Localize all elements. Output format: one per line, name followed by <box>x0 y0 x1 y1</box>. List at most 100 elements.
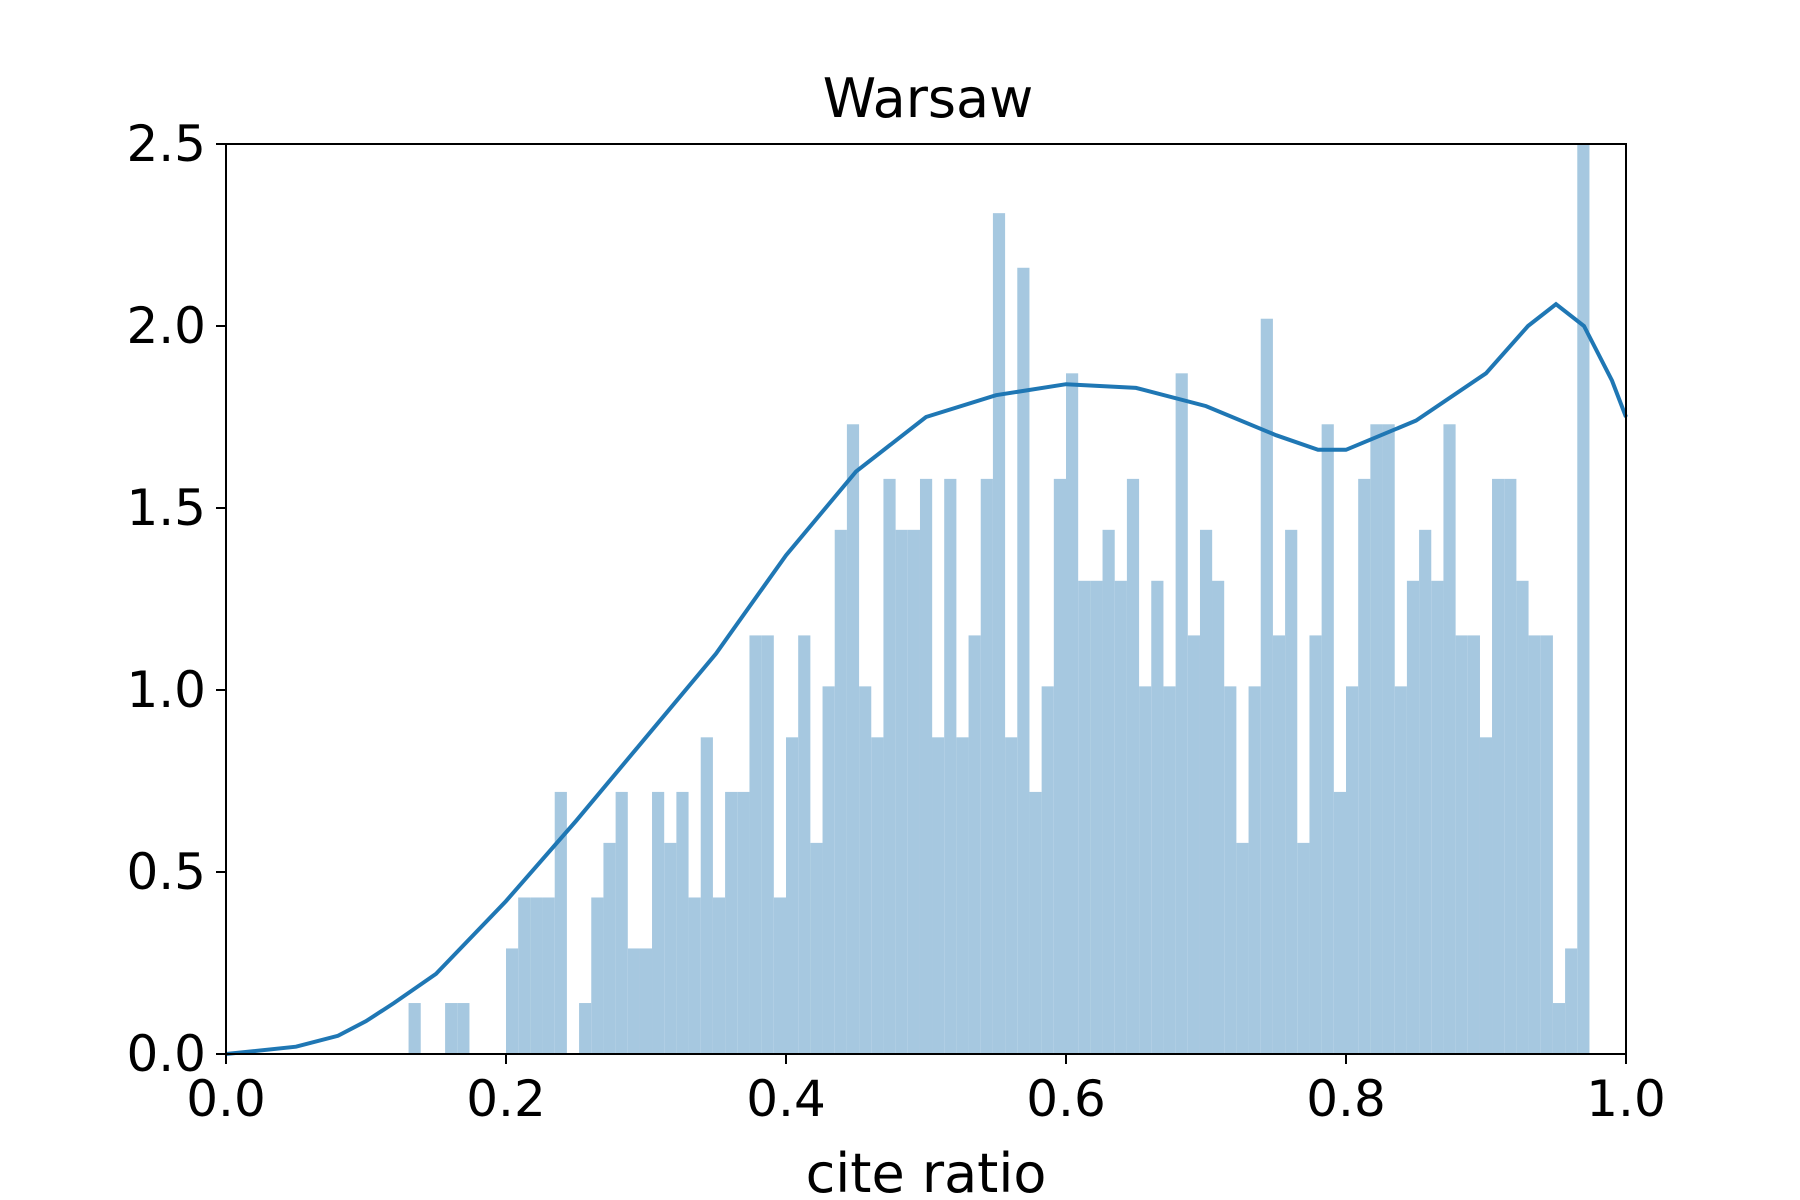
histogram-bar <box>1419 529 1432 1054</box>
histogram-bar <box>1516 580 1529 1054</box>
histogram-bar <box>1285 529 1298 1054</box>
histogram-bar <box>1394 686 1407 1054</box>
histogram-bar <box>883 478 896 1054</box>
histogram-bar <box>1528 635 1541 1054</box>
y-tick-label: 2.0 <box>126 297 206 355</box>
histogram-bar <box>992 213 1006 1054</box>
histogram-bar <box>1504 478 1517 1054</box>
histogram-bar <box>1212 580 1225 1054</box>
histogram-bar <box>859 686 872 1054</box>
histogram-bar <box>761 635 774 1054</box>
histogram-bar <box>1455 635 1468 1054</box>
x-tick-label: 0.0 <box>186 1070 266 1128</box>
histogram-bar <box>1151 580 1164 1054</box>
histogram-bar <box>1187 635 1200 1054</box>
histogram-bar <box>1139 686 1152 1054</box>
histogram-bar <box>652 791 665 1054</box>
histogram-bar <box>664 842 677 1054</box>
histogram-bar <box>1565 948 1578 1054</box>
x-axis-label: cite ratio <box>806 1142 1047 1200</box>
histogram-bar <box>1467 635 1480 1054</box>
histogram-bar <box>1260 318 1273 1055</box>
histogram-bar <box>1224 686 1237 1054</box>
histogram-bar <box>1078 580 1091 1054</box>
y-tick-label: 0.0 <box>126 1025 206 1083</box>
histogram-bar <box>1126 478 1140 1054</box>
x-tick-label: 1.0 <box>1586 1070 1666 1128</box>
histogram-bar <box>1333 791 1346 1054</box>
histogram-bar <box>1090 580 1103 1054</box>
histogram-bar <box>1370 424 1383 1054</box>
y-tick-label: 1.5 <box>126 479 206 537</box>
histogram-bar <box>1479 737 1493 1054</box>
histogram-bar <box>1041 686 1054 1054</box>
x-tick-label: 0.8 <box>1306 1070 1386 1128</box>
histogram-bar <box>579 1003 592 1054</box>
histogram-bar <box>773 897 786 1054</box>
histogram-bar <box>725 791 738 1054</box>
histogram-bar <box>1382 424 1395 1054</box>
histogram-bars <box>408 144 1590 1055</box>
histogram-bar <box>1577 144 1590 1054</box>
histogram-bar <box>834 529 847 1054</box>
histogram-bar <box>408 1003 421 1054</box>
histogram-bar <box>1114 580 1127 1054</box>
histogram-bar <box>700 737 713 1054</box>
histogram-bar <box>895 529 908 1054</box>
histogram-bar <box>676 791 689 1054</box>
y-tick-label: 0.5 <box>126 843 206 901</box>
histogram-bar <box>919 478 933 1054</box>
histogram-bar <box>956 737 969 1054</box>
histogram-bar <box>822 686 835 1054</box>
kde-curve <box>225 301 1628 1056</box>
histogram-bar <box>1321 424 1334 1054</box>
histogram-bar <box>1236 842 1249 1054</box>
y-axis-ticks: 0.0 0.5 1.0 1.5 2.0 2.5 <box>126 115 226 1083</box>
histogram-bar <box>627 948 640 1054</box>
x-tick-label: 0.2 <box>466 1070 546 1128</box>
histogram-bar <box>786 737 799 1054</box>
histogram-bar <box>518 897 531 1054</box>
histogram-bar <box>932 737 945 1054</box>
histogram-bar <box>530 897 543 1054</box>
x-tick-label: 0.6 <box>1026 1070 1106 1128</box>
histogram-bar <box>542 897 555 1054</box>
histogram-bar <box>1029 791 1042 1054</box>
histogram-bar <box>1005 737 1018 1054</box>
histogram-bar <box>1431 580 1444 1054</box>
histogram-bar <box>968 635 981 1054</box>
histogram-bar <box>1163 686 1176 1054</box>
histogram-bar <box>457 1003 470 1054</box>
x-axis-ticks: 0.0 0.2 0.4 0.6 0.8 1.0 <box>186 1054 1666 1128</box>
y-tick-label: 1.0 <box>126 661 206 719</box>
histogram-bar <box>1552 1003 1566 1054</box>
histogram-bar <box>907 529 920 1054</box>
histogram-bar <box>1358 478 1371 1054</box>
histogram-bar <box>737 791 750 1054</box>
histogram-bar <box>688 897 701 1054</box>
histogram-bar <box>603 842 616 1054</box>
histogram-bar <box>749 635 762 1054</box>
histogram-bar <box>1309 635 1322 1054</box>
histogram-bar <box>554 791 567 1054</box>
histogram-bar <box>712 897 726 1054</box>
histogram-bar <box>615 791 628 1054</box>
histogram-bar <box>1297 842 1310 1054</box>
histogram-bar <box>506 948 519 1054</box>
histogram-bar <box>1199 529 1213 1054</box>
histogram-bar <box>445 1003 458 1054</box>
chart-title: Warsaw <box>823 67 1034 130</box>
histogram-bar <box>944 478 957 1054</box>
histogram-bar <box>639 948 653 1054</box>
histogram-bar <box>1443 424 1456 1054</box>
histogram-bar <box>1272 635 1286 1054</box>
y-tick-label: 2.5 <box>126 115 206 173</box>
axes-frame <box>225 143 1627 1055</box>
histogram-bar <box>1102 529 1115 1054</box>
histogram-bar <box>810 842 823 1054</box>
histogram-bar <box>871 737 884 1054</box>
histogram-bar <box>980 478 993 1054</box>
histogram-bar <box>1492 478 1505 1054</box>
histogram-bar <box>1017 267 1030 1054</box>
